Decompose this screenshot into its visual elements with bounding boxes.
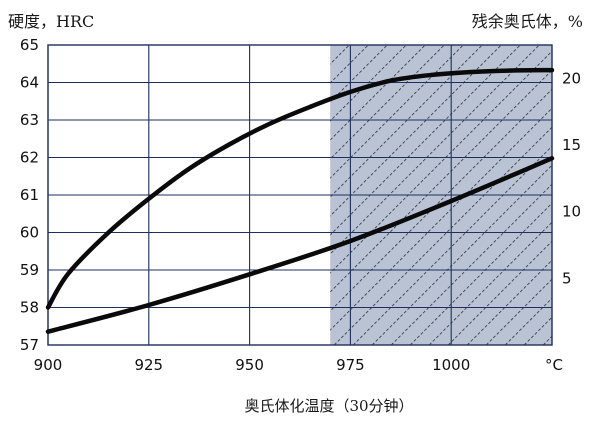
hatch-line — [466, 259, 552, 345]
y-left-tick-label: 60 — [20, 224, 39, 242]
y-right-tick-label: 5 — [562, 269, 572, 287]
y-left-tick-label: 57 — [20, 336, 39, 354]
y-left-tick-label: 65 — [20, 36, 39, 54]
x-unit-label: °C — [545, 356, 563, 374]
tick-labels: 57 58 59 60 61 62 63 64 65 5 10 15 20 900 925 950 975 100… — [20, 36, 581, 374]
y-right-tick-label: 10 — [562, 203, 581, 221]
y-right-tick-label: 15 — [562, 136, 581, 154]
hatch-line — [428, 221, 552, 345]
hatch-line — [485, 278, 552, 345]
y-left-tick-label: 62 — [20, 149, 39, 167]
hatch-line — [409, 202, 552, 345]
y-left-tick-label: 61 — [20, 186, 39, 204]
series-line-hardness — [45, 67, 555, 310]
right-axis-title: 残余奥氏体，% — [472, 12, 583, 31]
y-left-tick-label: 58 — [20, 299, 39, 317]
plot-frame — [47, 44, 553, 346]
x-tick-label: 975 — [336, 356, 365, 374]
y-left-tick-label: 64 — [20, 74, 39, 92]
grid-lines — [47, 44, 553, 346]
left-axis-title: 硬度，HRC — [8, 12, 94, 31]
x-tick-label: 1000 — [432, 356, 470, 374]
hatch-line — [447, 240, 552, 345]
x-axis-label: 奥氏体化温度（30分钟） — [244, 397, 413, 415]
x-tick-label: 950 — [235, 356, 264, 374]
y-left-tick-label: 59 — [20, 261, 39, 279]
x-tick-label: 900 — [34, 356, 63, 374]
data-series — [45, 67, 555, 334]
hatch-line — [562, 45, 591, 345]
series-line-retained-austenite — [45, 156, 555, 334]
y-left-tick-label: 63 — [20, 111, 39, 129]
y-right-tick-label: 20 — [562, 69, 581, 87]
x-tick-label: 925 — [134, 356, 163, 374]
